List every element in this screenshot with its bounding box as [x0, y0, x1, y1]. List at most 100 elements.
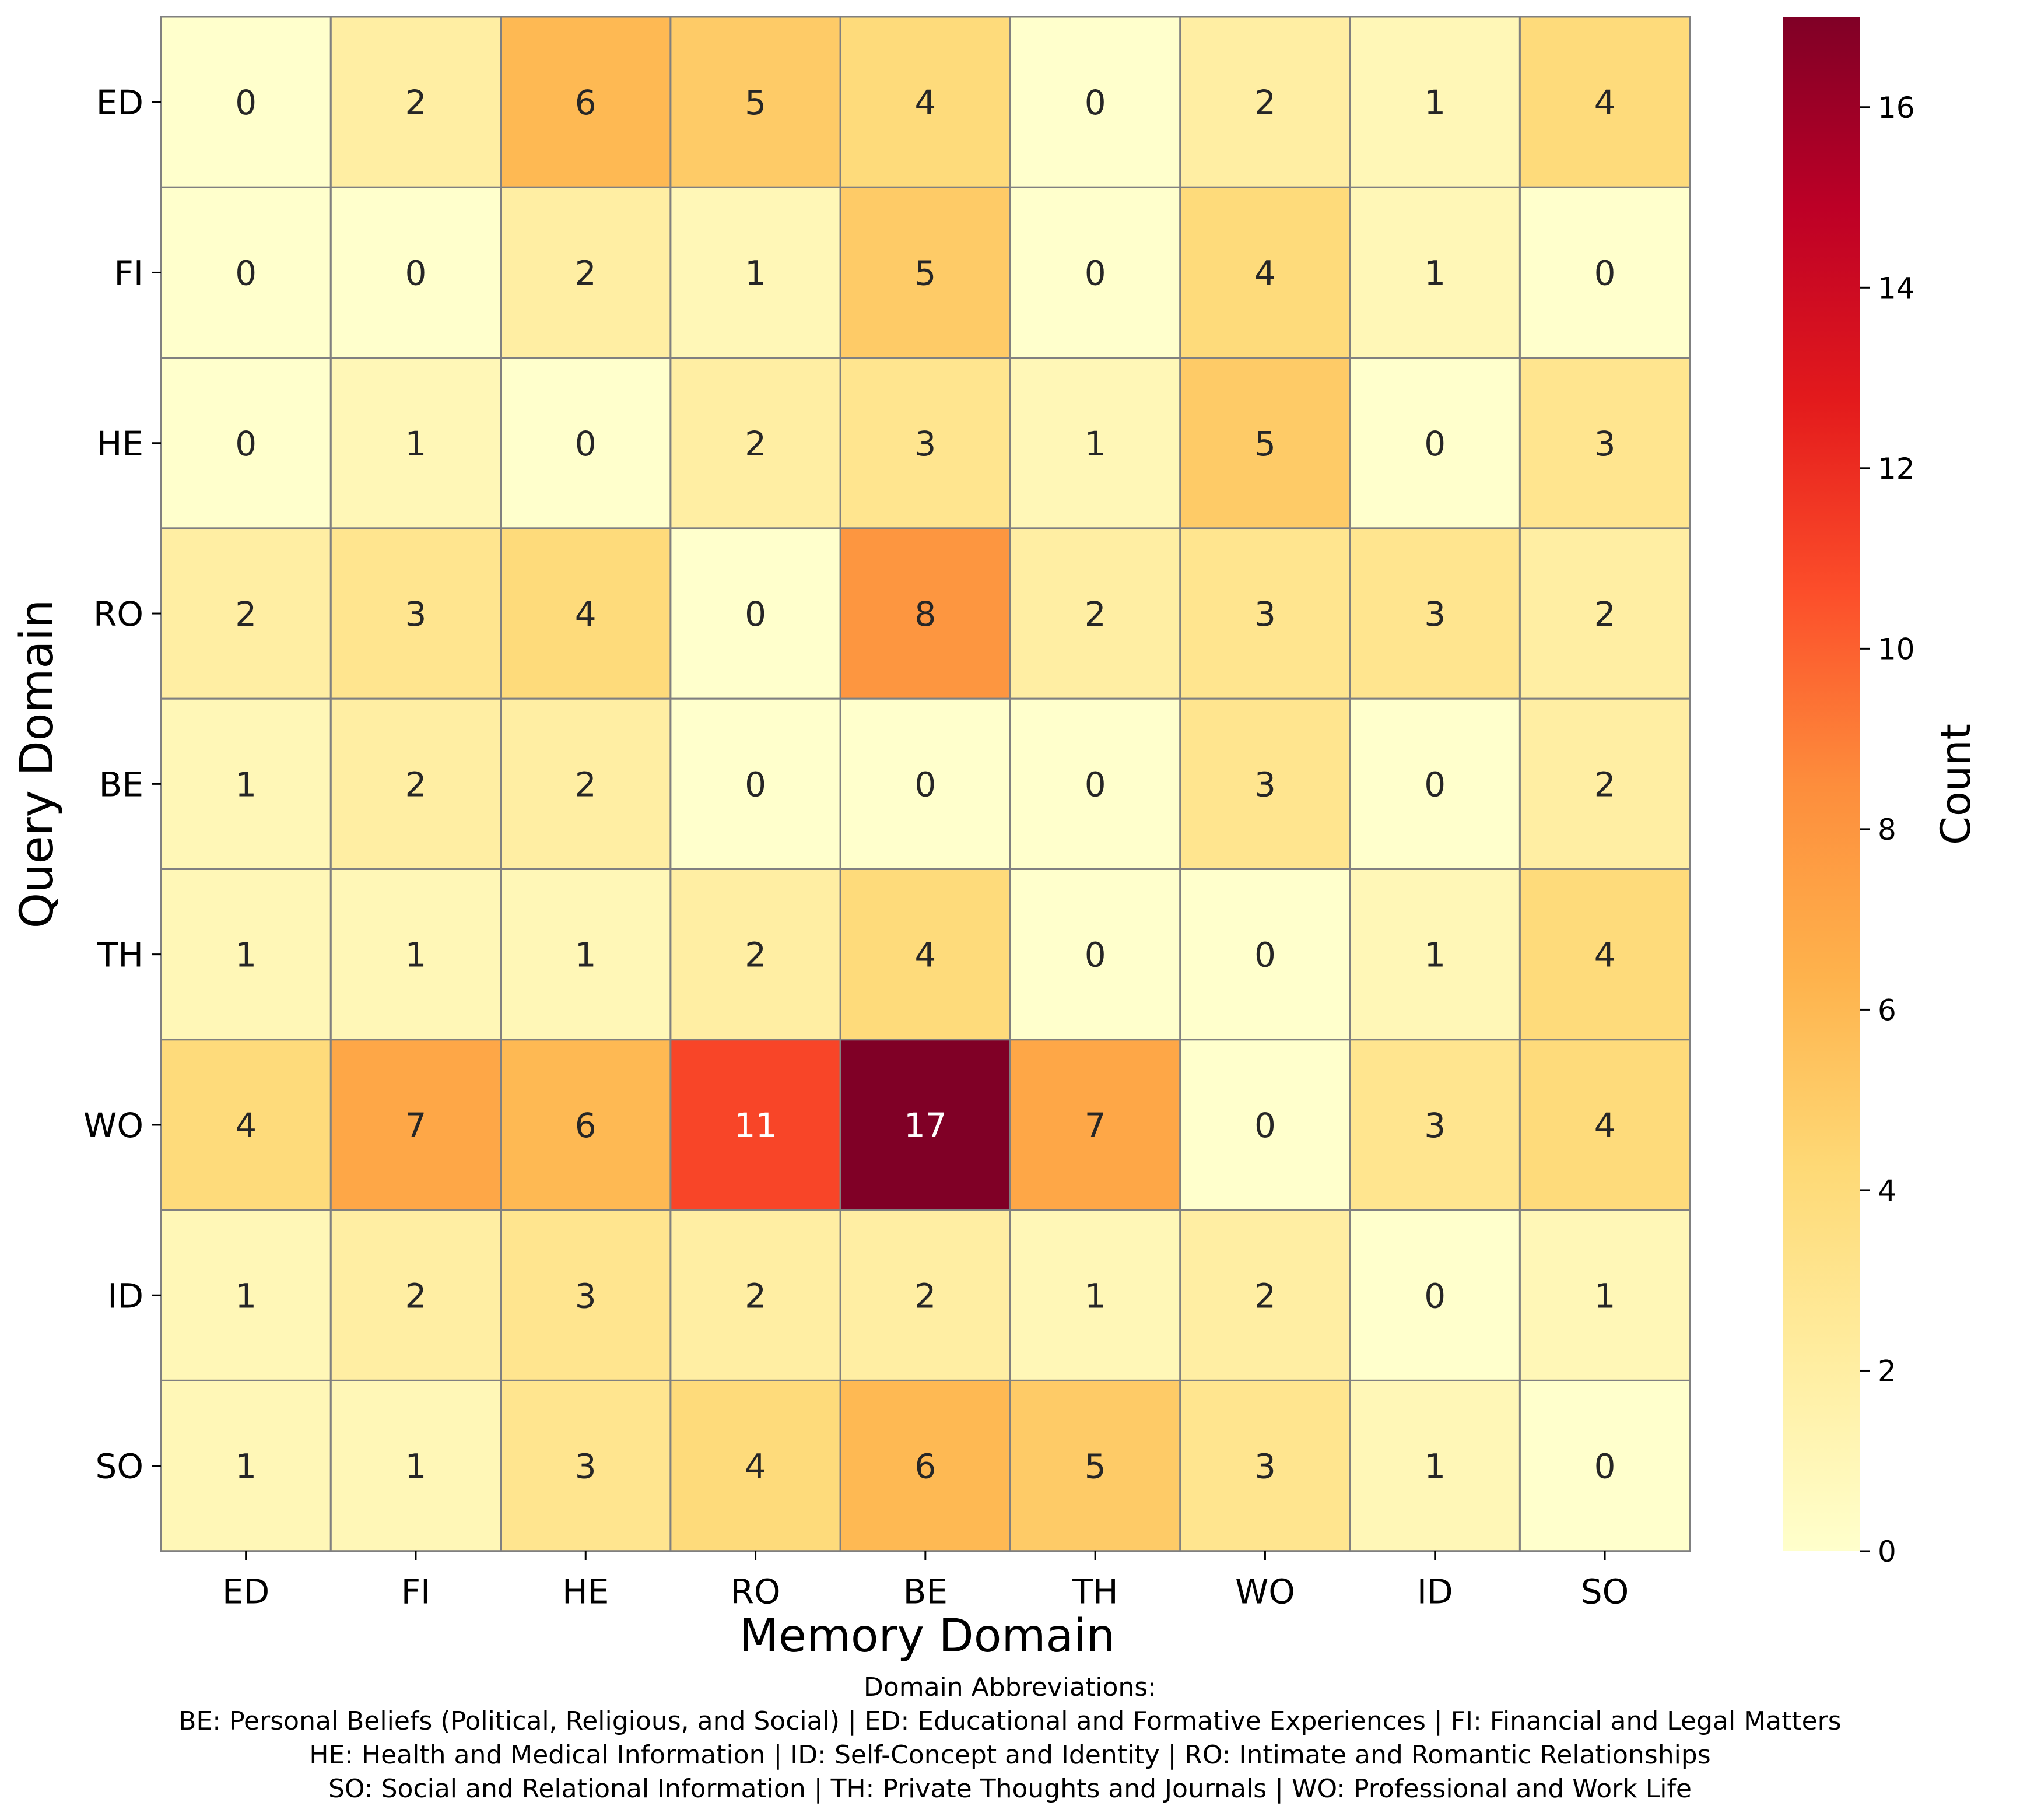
cell-value-label: 3 — [575, 1276, 597, 1316]
cell-value-label: 1 — [575, 935, 597, 975]
cell-value-label: 3 — [1424, 594, 1446, 634]
y-tick-label: ED — [96, 83, 143, 122]
heatmap-cell — [1518, 868, 1691, 1041]
heatmap-cell — [160, 16, 332, 188]
heatmap-cell — [329, 16, 502, 188]
colorbar-tick-label: 10 — [1878, 632, 1915, 666]
cell-value-label: 3 — [1254, 765, 1276, 804]
heatmap-cell — [839, 357, 1011, 529]
x-tick-label: WO — [1235, 1572, 1295, 1612]
heatmap-cell — [1349, 186, 1521, 359]
heatmap-cells — [160, 16, 1691, 1552]
cell-value-label: 7 — [1085, 1106, 1106, 1145]
heatmap-cell — [839, 868, 1011, 1041]
cell-value-label: 1 — [1424, 83, 1446, 122]
heatmap-cell — [329, 1039, 502, 1211]
heatmap-cell — [669, 357, 841, 529]
heatmap-cell — [160, 186, 332, 359]
x-axis-ticks: ED FI HE RO BE TH WO ID SO — [222, 1551, 1629, 1612]
heatmap-cell — [669, 1379, 841, 1552]
y-tick-label: HE — [97, 424, 143, 464]
cell-value-label: 3 — [1254, 1447, 1276, 1486]
footnote-title: Domain Abbreviations: — [863, 1672, 1157, 1702]
cell-value-label: 0 — [914, 765, 936, 804]
cell-value-label: 0 — [235, 424, 257, 464]
heatmap-cell — [1518, 357, 1691, 529]
cell-value-label: 0 — [575, 424, 597, 464]
heatmap-cell — [1179, 357, 1351, 529]
cell-value-label: 0 — [1254, 935, 1276, 975]
heatmap-cell — [1179, 186, 1351, 359]
colorbar-tick-label: 2 — [1878, 1354, 1896, 1388]
colorbar-tick-label: 8 — [1878, 813, 1896, 847]
cell-value-label: 0 — [1594, 253, 1616, 293]
colorbar — [1783, 17, 1860, 1551]
heatmap-cell — [1009, 868, 1181, 1041]
y-tick-label: ID — [107, 1276, 143, 1316]
cell-value-label: 1 — [1594, 1276, 1616, 1316]
heatmap-cell — [500, 1379, 672, 1552]
cell-value-label: 0 — [745, 765, 766, 804]
cell-value-label: 1 — [405, 424, 426, 464]
heatmap-cell-labels: 0 2 6 5 4 0 2 1 4 0 0 2 1 5 0 4 1 0 0 1 0 2 3 1 5 0 3 2 3 4 0 8 2 3 3 2 1 2 2 0… — [235, 83, 1615, 1486]
y-tick-label: BE — [99, 765, 143, 804]
heatmap-cell — [160, 868, 332, 1041]
colorbar-tick-label: 0 — [1878, 1535, 1896, 1569]
y-tick-label: FI — [114, 253, 143, 293]
cell-value-label: 2 — [1254, 1276, 1276, 1316]
cell-value-label: 1 — [1424, 1447, 1446, 1486]
x-axis-title: Memory Domain — [739, 1610, 1116, 1663]
cell-value-label: 3 — [914, 424, 936, 464]
cell-value-label: 2 — [575, 253, 597, 293]
heatmap-cell — [329, 527, 502, 700]
cell-value-label: 6 — [575, 83, 597, 122]
heatmap-cell — [669, 186, 841, 359]
cell-value-label: 3 — [1254, 594, 1276, 634]
cell-value-label: 4 — [745, 1447, 766, 1486]
heatmap-cell — [1179, 1039, 1351, 1211]
heatmap-cell — [500, 16, 672, 188]
heatmap-cell — [500, 868, 672, 1041]
x-tick-label: ID — [1417, 1572, 1453, 1612]
heatmap-cell — [669, 697, 841, 870]
heatmap-cell — [669, 1209, 841, 1381]
heatmap-cell — [329, 357, 502, 529]
heatmap-cell — [1349, 527, 1521, 700]
heatmap-cell — [839, 1039, 1011, 1211]
cell-value-label: 4 — [1594, 1106, 1616, 1145]
footnote-line-1: BE: Personal Beliefs (Political, Religio… — [178, 1706, 1842, 1736]
cell-value-label: 2 — [405, 83, 426, 122]
colorbar-tick-label: 12 — [1878, 452, 1915, 486]
colorbar-tick-label: 14 — [1878, 271, 1915, 305]
heatmap-cell — [500, 697, 672, 870]
cell-value-label: 7 — [405, 1106, 426, 1145]
cell-value-label: 0 — [745, 594, 766, 634]
cell-value-label: 0 — [235, 253, 257, 293]
y-axis-ticks: ED FI HE RO BE TH WO ID SO — [83, 83, 161, 1486]
cell-value-label: 8 — [914, 594, 936, 634]
heatmap-cell — [839, 186, 1011, 359]
heatmap-cell — [1009, 697, 1181, 870]
cell-value-label: 1 — [235, 1276, 257, 1316]
heatmap-cell — [1009, 186, 1181, 359]
heatmap-cell — [1518, 1379, 1691, 1552]
colorbar-tick-label: 4 — [1878, 1174, 1896, 1208]
heatmap-cell — [1009, 1379, 1181, 1552]
cell-value-label: 2 — [745, 935, 766, 975]
cell-value-label: 4 — [914, 935, 936, 975]
cell-value-label: 2 — [235, 594, 257, 634]
colorbar-ticks: 0 2 4 6 8 10 12 14 16 — [1860, 91, 1915, 1569]
cell-value-label: 1 — [235, 935, 257, 975]
heatmap-cell — [160, 1039, 332, 1211]
cell-value-label: 2 — [914, 1276, 936, 1316]
x-tick-label: HE — [562, 1572, 609, 1612]
y-tick-label: SO — [96, 1447, 143, 1486]
cell-value-label: 1 — [1424, 935, 1446, 975]
x-tick-label: SO — [1581, 1572, 1629, 1612]
cell-value-label: 2 — [405, 1276, 426, 1316]
cell-value-label: 3 — [405, 594, 426, 634]
heatmap-cell — [160, 357, 332, 529]
cell-value-label: 0 — [1254, 1106, 1276, 1145]
cell-value-label: 1 — [1085, 424, 1106, 464]
